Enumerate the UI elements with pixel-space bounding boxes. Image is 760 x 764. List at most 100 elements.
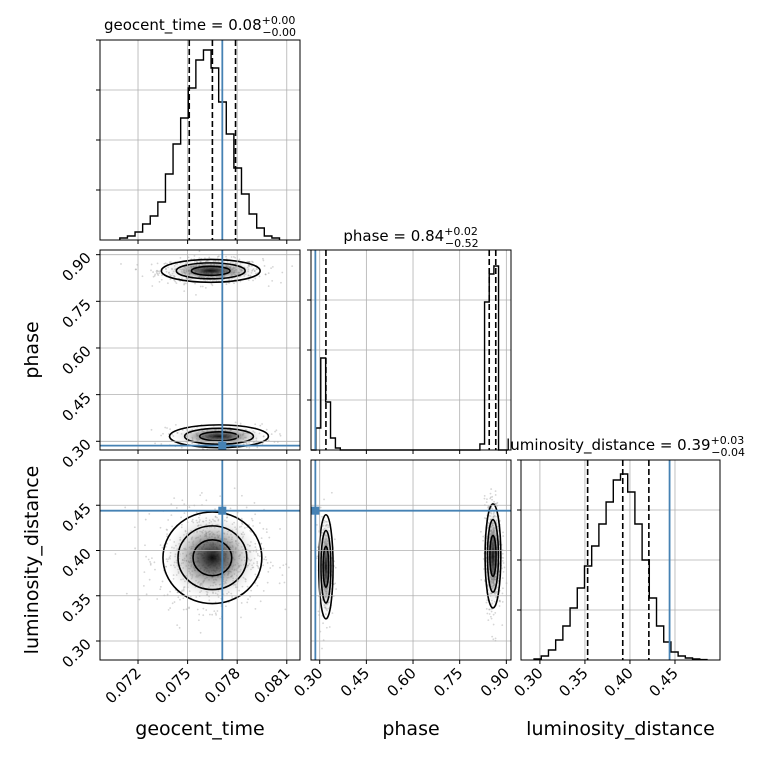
density-panel-2-1: [314, 460, 508, 650]
sample-point: [183, 283, 185, 286]
sample-point: [158, 272, 161, 275]
sample-point: [198, 257, 201, 260]
sample-point: [278, 582, 281, 585]
sample-point: [135, 268, 138, 271]
sample-point: [262, 527, 265, 530]
sample-point: [225, 605, 227, 608]
sample-point: [180, 516, 183, 519]
sample-point: [141, 275, 144, 278]
tick-label-luminosity_distance: 0.45: [645, 664, 681, 700]
sample-point: [483, 497, 486, 500]
tick-label-geocent_time: 0.078: [201, 664, 244, 707]
sample-point: [150, 269, 152, 272]
sample-point: [144, 518, 147, 521]
sample-point: [169, 607, 172, 609]
sample-point: [199, 285, 202, 288]
sample-point: [494, 611, 497, 614]
sample-point: [498, 599, 501, 602]
sample-point: [208, 256, 211, 259]
sample-point: [280, 281, 282, 284]
sample-point: [490, 610, 493, 613]
sample-point: [145, 593, 148, 596]
sample-point: [263, 558, 266, 561]
sample-point: [231, 451, 233, 453]
sample-point: [149, 562, 152, 565]
contour-line: [322, 545, 330, 588]
sample-point: [501, 552, 504, 555]
sample-point: [501, 577, 504, 579]
sample-point: [166, 282, 169, 285]
sample-point: [264, 556, 267, 558]
sample-point: [501, 624, 504, 627]
sample-point: [501, 567, 503, 570]
sample-point: [216, 255, 219, 258]
sample-point: [492, 638, 495, 641]
sample-point: [142, 584, 145, 587]
sample-point: [204, 286, 207, 289]
sample-point: [282, 564, 285, 567]
sample-point: [260, 542, 263, 545]
sample-point: [488, 608, 491, 611]
sample-point: [260, 542, 263, 545]
sample-point: [215, 613, 218, 616]
sample-point: [170, 503, 173, 506]
sample-point: [262, 590, 265, 592]
sample-point: [489, 497, 492, 500]
sample-point: [230, 256, 233, 258]
contour-line: [484, 503, 502, 609]
sample-point: [494, 637, 497, 640]
sample-point: [260, 537, 263, 540]
tick-label-phase: 0.30: [58, 435, 94, 471]
sample-point: [164, 546, 167, 548]
y-axis-label-phase: phase: [21, 321, 43, 378]
sample-point: [148, 513, 151, 515]
sample-point: [164, 426, 167, 429]
sample-point: [248, 446, 251, 449]
sample-point: [261, 423, 263, 425]
histogram-phase: [311, 265, 508, 451]
sample-point: [288, 566, 290, 569]
sample-point: [316, 555, 319, 558]
sample-point: [160, 278, 163, 281]
sample-point: [493, 500, 495, 503]
sample-point: [198, 613, 201, 616]
sample-point: [161, 580, 164, 583]
sample-point: [502, 557, 505, 559]
sample-point: [168, 261, 171, 264]
contour-line: [162, 511, 263, 605]
contour-line: [177, 525, 248, 591]
sample-point: [498, 605, 501, 607]
sample-point: [268, 536, 271, 539]
sample-point: [233, 487, 236, 490]
sample-point: [156, 269, 158, 272]
sample-point: [133, 526, 136, 529]
sample-point: [254, 607, 257, 610]
sample-point: [247, 598, 249, 601]
sample-point: [148, 578, 151, 581]
sample-point: [490, 617, 493, 620]
sample-point: [333, 538, 336, 541]
sample-point: [498, 599, 501, 602]
sample-point: [492, 623, 495, 626]
sample-point: [486, 498, 488, 501]
sample-point: [266, 581, 269, 584]
sample-point: [279, 528, 281, 530]
sample-point: [159, 585, 162, 588]
panel-frame: [310, 459, 512, 661]
sample-point: [188, 607, 190, 610]
sample-point: [485, 608, 488, 610]
sample-point: [258, 275, 261, 278]
sample-point: [195, 293, 197, 296]
sample-point: [187, 256, 190, 259]
sample-point: [262, 547, 265, 550]
sample-point: [154, 273, 157, 276]
sample-point: [182, 608, 185, 611]
sample-point: [181, 499, 184, 502]
sample-point: [259, 600, 262, 603]
sample-point: [125, 592, 128, 595]
sample-point: [265, 428, 268, 431]
sample-point: [502, 562, 505, 564]
sample-point: [267, 272, 270, 275]
sample-point: [259, 424, 262, 427]
sample-point: [279, 434, 282, 437]
